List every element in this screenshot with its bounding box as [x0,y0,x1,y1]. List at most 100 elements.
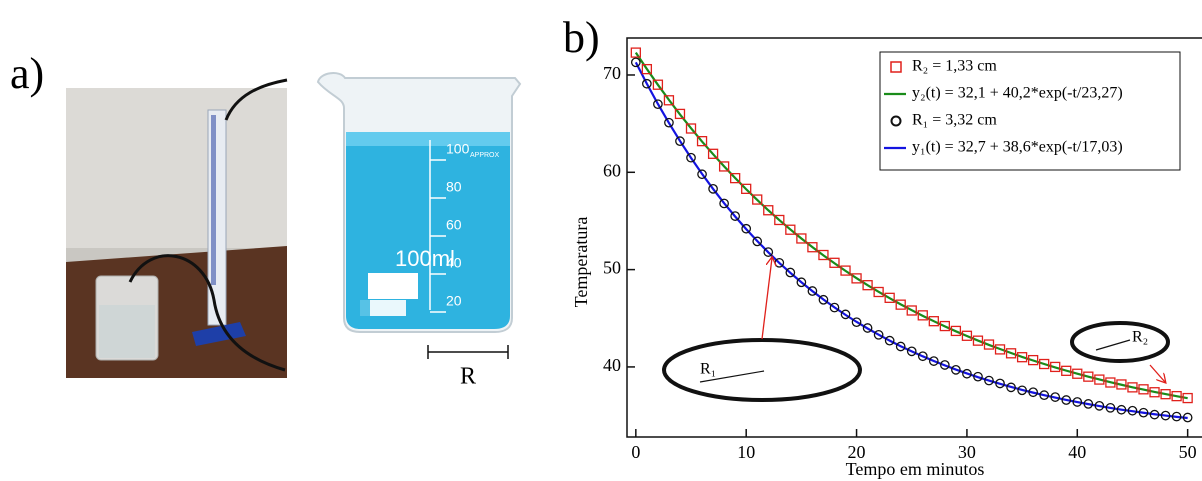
data-point [1182,392,1193,404]
data-point [1050,392,1061,402]
data-point [851,317,862,328]
data-point [796,233,807,244]
panel-b-label: b) [563,13,600,62]
data-point [851,273,862,284]
data-point [1138,407,1149,418]
data-point [752,236,763,247]
data-point [1094,374,1105,385]
x-tick-label: 50 [1179,442,1197,462]
data-point [1039,390,1050,401]
data-point [752,194,763,205]
data-point [862,280,873,291]
x-tick-label: 40 [1068,442,1086,462]
data-point [862,323,873,333]
data-point [1027,354,1039,366]
data-point [951,365,961,375]
data-point [664,117,674,128]
data-point [807,286,818,296]
data-point [1171,411,1182,422]
data-point [774,214,785,226]
legend-label: y₂(t) = 32,1 + 40,2*exp(-t/23,27) [912,85,1123,102]
data-point [1072,397,1083,407]
y-tick-label: 40 [603,355,621,375]
data-point [1050,361,1061,373]
data-point [917,310,928,321]
data-point [674,108,686,120]
data-point [972,335,984,346]
data-point [973,371,983,382]
data-point [630,57,641,68]
data-point [696,136,708,147]
data-point [697,169,707,180]
beaker-scale-label: 40 [446,255,462,271]
data-point [1061,395,1072,405]
legend-label: R₂ = 1,33 cm [912,58,997,75]
data-point [895,341,906,352]
photo-setup [66,78,288,378]
x-axis-label: Tempo em minutos [846,459,985,479]
data-point [906,346,917,357]
data-point [686,152,696,163]
y-tick-label: 60 [603,160,621,180]
data-point [1016,352,1028,363]
data-point [1127,405,1138,416]
data-point [1006,382,1016,393]
data-point [1072,368,1083,379]
legend-box [879,51,1181,171]
annotation-radius [1095,339,1131,351]
legend-label: R₁ = 3,32 cm [912,112,997,129]
data-point [630,47,641,58]
data-point [1127,382,1138,393]
data-point [818,294,829,305]
panel-a-label: a) [10,49,44,98]
data-point [1160,410,1171,421]
data-point [785,267,796,278]
data-point [995,378,1005,389]
data-point [763,205,774,216]
legend-swatch [890,115,902,127]
data-point [1149,387,1160,398]
data-point [895,299,906,310]
data-point [1039,358,1050,370]
beaker-scale-label: 20 [446,293,462,309]
data-point [641,63,653,75]
data-point [653,99,663,110]
data-point [1160,389,1171,400]
data-point [1171,390,1182,402]
data-point [962,368,972,379]
annotation-radius [699,370,765,383]
x-tick-label: 30 [958,442,976,462]
data-point [796,277,807,288]
data-point [1116,404,1127,415]
fit-curve [634,51,1188,400]
annotation-arrow [1149,364,1165,382]
data-point [961,330,973,341]
annotation-label: R₁ [700,361,716,378]
data-point [928,356,939,366]
beaker-scale-label: 80 [446,179,462,195]
data-point [1105,402,1116,413]
x-tick-label: 10 [737,442,755,462]
data-point [708,183,718,194]
data-point [1083,371,1094,382]
data-point [950,325,962,337]
data-point [983,339,995,350]
data-point [829,302,840,313]
data-point [829,257,840,268]
legend-label: y₁(t) = 32,7 + 38,6*exp(-t/17,03) [912,139,1123,156]
data-point [1061,365,1072,376]
data-point [1028,387,1038,398]
data-point [741,223,752,234]
data-point [940,360,950,370]
data-point [730,172,741,184]
beaker-approx: APPROX [470,152,500,159]
plot-frame [626,37,1202,438]
data-point [984,375,994,386]
annotation-arrow [761,258,772,340]
beaker-text: 100ml [395,246,455,271]
data-point [1005,348,1017,359]
annotation-ellipse [662,338,862,402]
x-tick-label: 20 [848,442,866,462]
data-point [675,136,685,147]
